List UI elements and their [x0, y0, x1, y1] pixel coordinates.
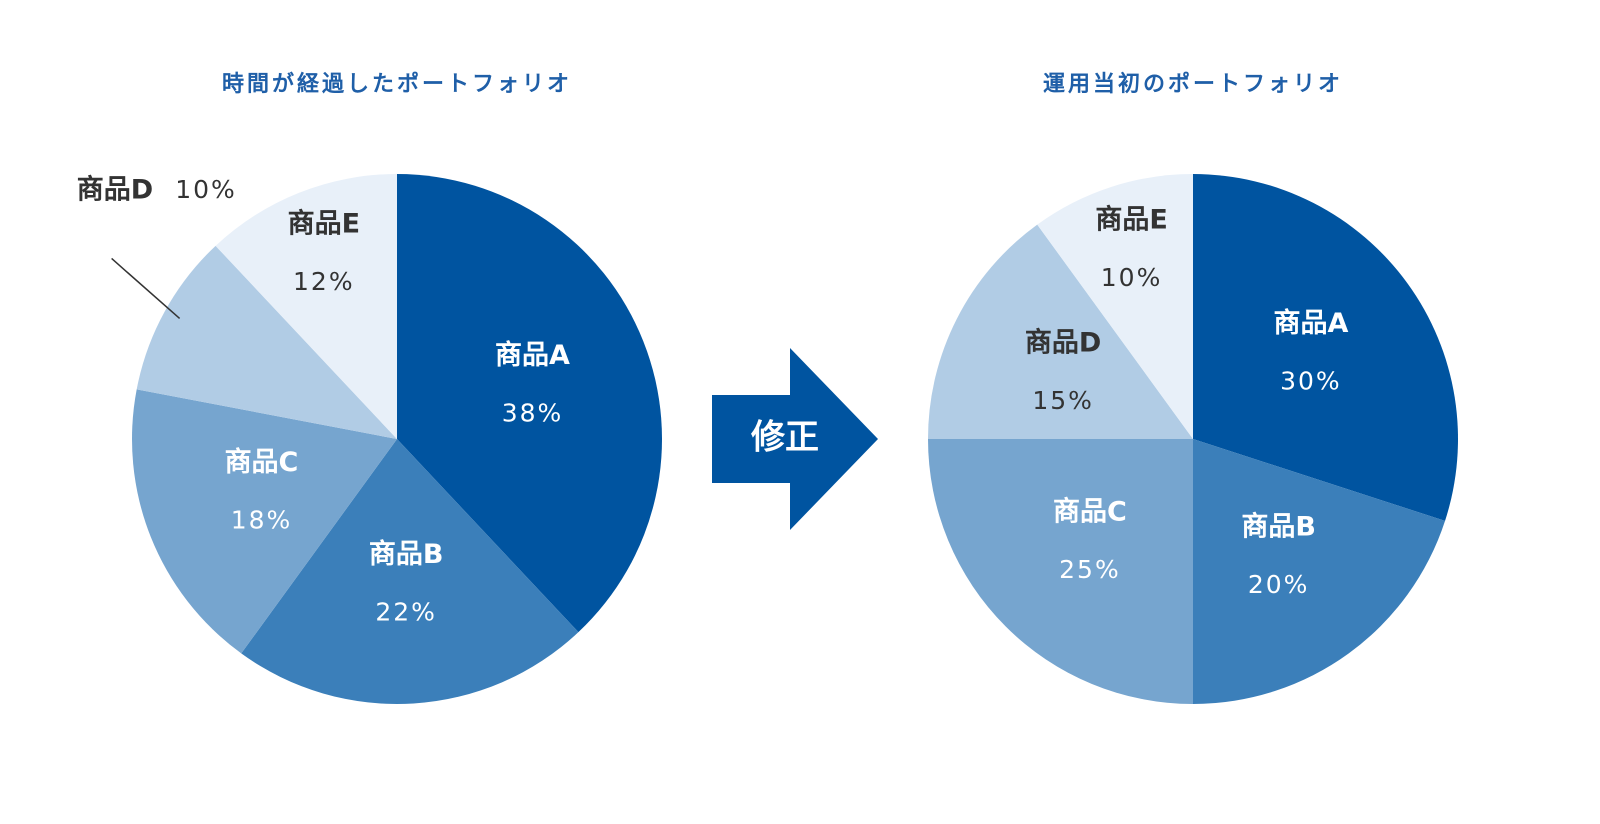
pie-slice — [928, 224, 1193, 439]
slice-value: 12% — [293, 267, 355, 296]
slice-label: 商品D — [1025, 327, 1101, 358]
slice-label: 商品A — [495, 340, 570, 371]
chart-title: 時間が経過したポートフォリオ — [222, 71, 572, 97]
slice-value: 20% — [1248, 570, 1310, 599]
slice-value: 18% — [231, 506, 293, 535]
pie-slice — [1193, 174, 1459, 521]
pie-slice — [928, 439, 1193, 704]
slice-label: 商品E — [288, 209, 360, 240]
pie-slice — [131, 389, 397, 654]
slice-value: 22% — [375, 597, 437, 626]
slice-value: 10% — [1101, 263, 1163, 292]
arrow — [712, 348, 878, 530]
slice-label: 商品D — [77, 175, 153, 206]
slice-label: 商品B — [1241, 511, 1316, 542]
slice-value: 25% — [1059, 555, 1121, 584]
slice-label: 商品A — [1273, 308, 1348, 339]
pie-slice — [136, 245, 397, 439]
slice-value: 10% — [175, 175, 237, 204]
pie-slice — [215, 174, 397, 439]
leader-line — [111, 257, 181, 320]
slice-label: 商品E — [1095, 204, 1167, 235]
pie-slice — [1193, 439, 1446, 704]
slice-label: 商品B — [369, 539, 444, 570]
pie-slice — [241, 439, 579, 705]
pie-slice — [397, 174, 662, 633]
slice-label: 商品C — [1053, 497, 1127, 528]
slice-value: 38% — [502, 398, 564, 427]
chart-title: 運用当初のポートフォリオ — [1043, 71, 1343, 97]
arrow-label: 修正 — [750, 418, 819, 458]
slice-value: 30% — [1280, 366, 1342, 395]
slice-value: 15% — [1032, 386, 1094, 415]
slice-label: 商品C — [225, 447, 299, 478]
pie-slice — [1037, 174, 1193, 439]
